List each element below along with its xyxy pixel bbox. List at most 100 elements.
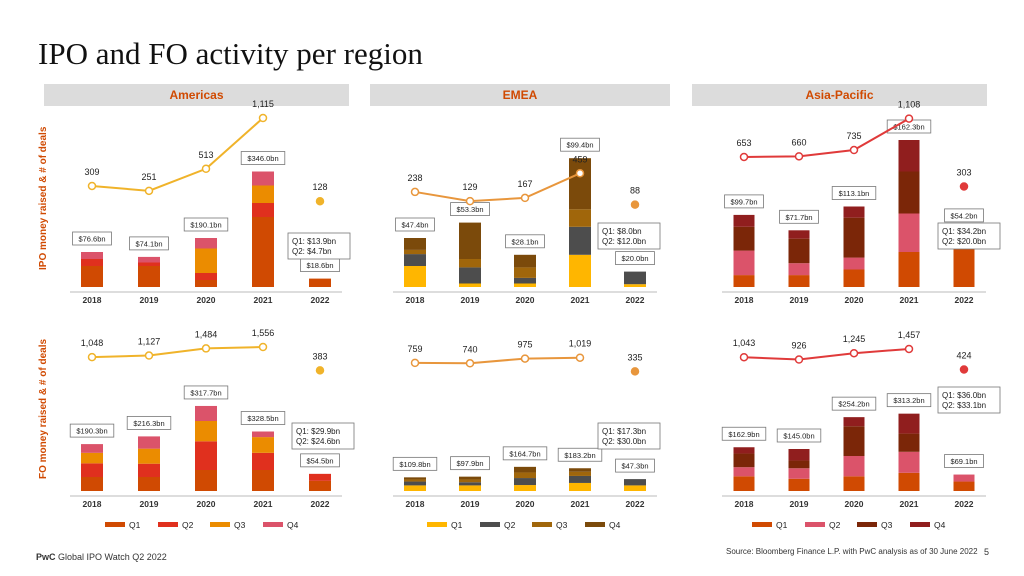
ipo-americas-deals-line	[91, 117, 264, 192]
fo-emea-value-box-2021	[557, 447, 603, 462]
ipo-emea-split-note-q1: Q1: $8.0bn	[602, 227, 642, 236]
ipo-apac-bar-2019-q1	[788, 275, 810, 287]
ipo-apac-bar-2019-q2	[788, 263, 810, 276]
ipo-apac-deals-label-2020: 735	[846, 131, 861, 141]
ipo-apac-bar-2021-q2	[898, 213, 920, 252]
ipo-emea-value-label-2018: $47.4bn	[401, 221, 428, 230]
ipo-apac-deals-line	[743, 117, 910, 158]
fo-apac-bar-2019-q1	[788, 478, 810, 491]
fo-apac-deals-label-2018: 1,043	[733, 338, 756, 348]
fo-apac-tick-2021: 2021	[900, 499, 919, 509]
ipo-americas-bar-2020-q4	[195, 238, 217, 249]
fo-americas-deals-label-2020: 1,484	[195, 329, 218, 339]
ipo-emea-split-note-q2: Q2: $12.0bn	[602, 237, 646, 246]
ipo-emea-deals-point-2020	[520, 193, 530, 203]
fo-americas-deals-label-2019: 1,127	[138, 337, 161, 347]
ipo-emea-bar-2018-q4	[404, 238, 426, 250]
fo-apac-bar-2020-q4	[843, 417, 865, 427]
ipo-emea-bar-2018-q3	[404, 249, 426, 255]
fo-emea-deals-line	[414, 356, 581, 365]
fo-apac-value-label-2019: $145.0bn	[783, 432, 814, 441]
ipo-emea-bar-2020-q2	[514, 277, 536, 284]
ipo-americas-deals-point-2021	[258, 113, 268, 123]
fo-emea-bar-2021-q1	[569, 482, 591, 491]
fo-apac-value-label-2020: $254.2bn	[838, 400, 869, 409]
fo-emea-bar-2020-q2	[514, 478, 536, 486]
fo-emea-tick-2021: 2021	[571, 499, 590, 509]
fo-emea-bar-2021-q4	[569, 468, 591, 472]
fo-emea-bar-2018-q3	[404, 479, 426, 482]
fo-americas-deals-label-2018: 1,048	[81, 338, 104, 348]
ipo-emea-bar-2019-q4	[459, 222, 481, 259]
ipo-americas-deals-label-2022: 128	[312, 182, 327, 192]
fo-americas-value-label-2019: $216.3bn	[133, 419, 164, 428]
fo-emea-bar-2020-q3	[514, 472, 536, 479]
ipo-americas-deals-point-2018	[87, 181, 97, 191]
ipo-apac-value-box-2018	[724, 194, 764, 209]
ipo-emea-value-label-2020: $28.1bn	[511, 237, 538, 246]
fo-emea-bar-2020-q1	[514, 485, 536, 491]
fo-americas-deals-point-2020	[201, 344, 211, 353]
fo-apac-bar-2019-q2	[788, 468, 810, 479]
fo-americas-tick-2022: 2022	[311, 499, 330, 509]
fo-americas-bar-2021-q4	[252, 431, 274, 438]
ipo-emea-value-box-2022	[615, 251, 655, 266]
fo-americas-bar-2022-q2	[309, 473, 331, 481]
fo-americas-deals-label-2022: 383	[312, 351, 327, 361]
fo-apac-bar-2021-q2	[898, 451, 920, 473]
ipo-emea-bar-2021-q1	[569, 254, 591, 287]
fo-emea-value-box-2020	[502, 446, 548, 461]
ipo-apac-value-label-2021: $162.3bn	[893, 123, 924, 132]
ipo-americas-deals-label-2020: 513	[198, 150, 213, 160]
fo-apac-bar-2021-q1	[898, 472, 920, 491]
fo-apac-bar-2021-q4	[898, 413, 920, 434]
ipo-emea-bar-2019-q1	[459, 283, 481, 287]
ipo-emea-tick-2022: 2022	[626, 295, 645, 305]
fo-apac-bar-2018-q4	[733, 447, 755, 454]
fo-emea-bar-2021-q3	[569, 471, 591, 476]
ipo-americas-value-label-2021: $346.0bn	[247, 154, 278, 163]
ipo-apac-tick-2019: 2019	[790, 295, 809, 305]
fo-apac-bar-2020-q3	[843, 426, 865, 456]
fo-apac-deals-label-2019: 926	[791, 341, 806, 351]
ipo-apac-deals-label-2022: 303	[956, 167, 971, 177]
ipo-americas-bar-2019-q4	[138, 256, 160, 263]
ipo-apac-bar-2018-q3	[733, 226, 755, 251]
legend-asia-pacific-q1-swatch	[752, 522, 772, 527]
legend-asia-pacific-q4-swatch	[910, 522, 930, 527]
legend-americas-q2-label: Q2	[182, 520, 194, 530]
fo-americas-deals-point-2022	[315, 366, 325, 375]
legend-asia-pacific-q4-label: Q4	[934, 520, 946, 530]
ipo-emea-tick-2021: 2021	[571, 295, 590, 305]
ipo-emea-bar-2020-q3	[514, 267, 536, 278]
fo-emea-value-label-2021: $183.2bn	[564, 451, 595, 460]
fo-americas-deals-label-2021: 1,556	[252, 328, 275, 338]
legend-americas-q3-swatch	[210, 522, 230, 527]
fo-emea-value-label-2022: $47.3bn	[621, 462, 648, 471]
fo-emea-split-note-box	[597, 422, 661, 450]
ipo-emea-deals-label-2019: 129	[462, 182, 477, 192]
fo-emea-deals-point-2022	[630, 367, 640, 376]
fo-apac-value-label-2022: $69.1bn	[950, 457, 977, 466]
ipo-apac-bar-2018-q1	[733, 275, 755, 287]
fo-americas-value-box-2022	[300, 453, 340, 468]
page-number: 5	[984, 547, 990, 557]
fo-americas-bar-2019-q2	[138, 463, 160, 477]
fo-apac-bar-2018-q1	[733, 476, 755, 491]
ipo-apac-bar-2020-q1	[843, 269, 865, 287]
legend-americas-q2-swatch	[158, 522, 178, 527]
fo-apac-deals-point-2020	[849, 348, 859, 358]
fo-americas-bar-2018-q3	[81, 452, 103, 464]
legend-asia-pacific-q1-label: Q1	[776, 520, 788, 530]
fo-apac-deals-point-2022	[959, 365, 969, 374]
fo-americas-bar-2019-q1	[138, 477, 160, 491]
fo-emea-deals-point-2019	[465, 359, 475, 368]
ipo-emea-bar-2018-q1	[404, 266, 426, 287]
ipo-emea-bar-2018-q2	[404, 254, 426, 266]
ipo-emea-bar-2020-q1	[514, 283, 536, 287]
fo-apac-tick-2019: 2019	[790, 499, 809, 509]
ipo-apac-tick-2022: 2022	[955, 295, 974, 305]
fo-apac-bar-2019-q4	[788, 449, 810, 461]
fo-emea-tick-2022: 2022	[626, 499, 645, 509]
ipo-americas-bar-2018-q2	[81, 259, 103, 266]
